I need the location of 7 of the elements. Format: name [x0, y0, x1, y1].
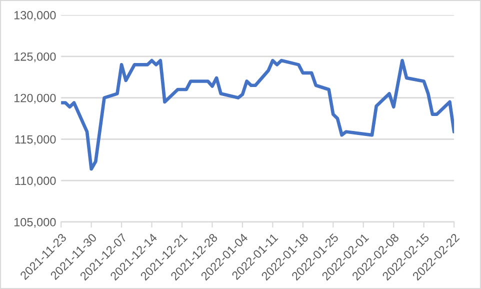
y-tick-label: 120,000 [14, 94, 56, 104]
y-tick-label: 105,000 [14, 218, 56, 228]
line-series [61, 58, 454, 171]
y-tick-label: 115,000 [15, 135, 56, 145]
y-tick-label: 110,000 [15, 176, 56, 186]
y-tick-label: 130,000 [14, 11, 56, 21]
y-tick-label: 125,000 [14, 52, 56, 62]
